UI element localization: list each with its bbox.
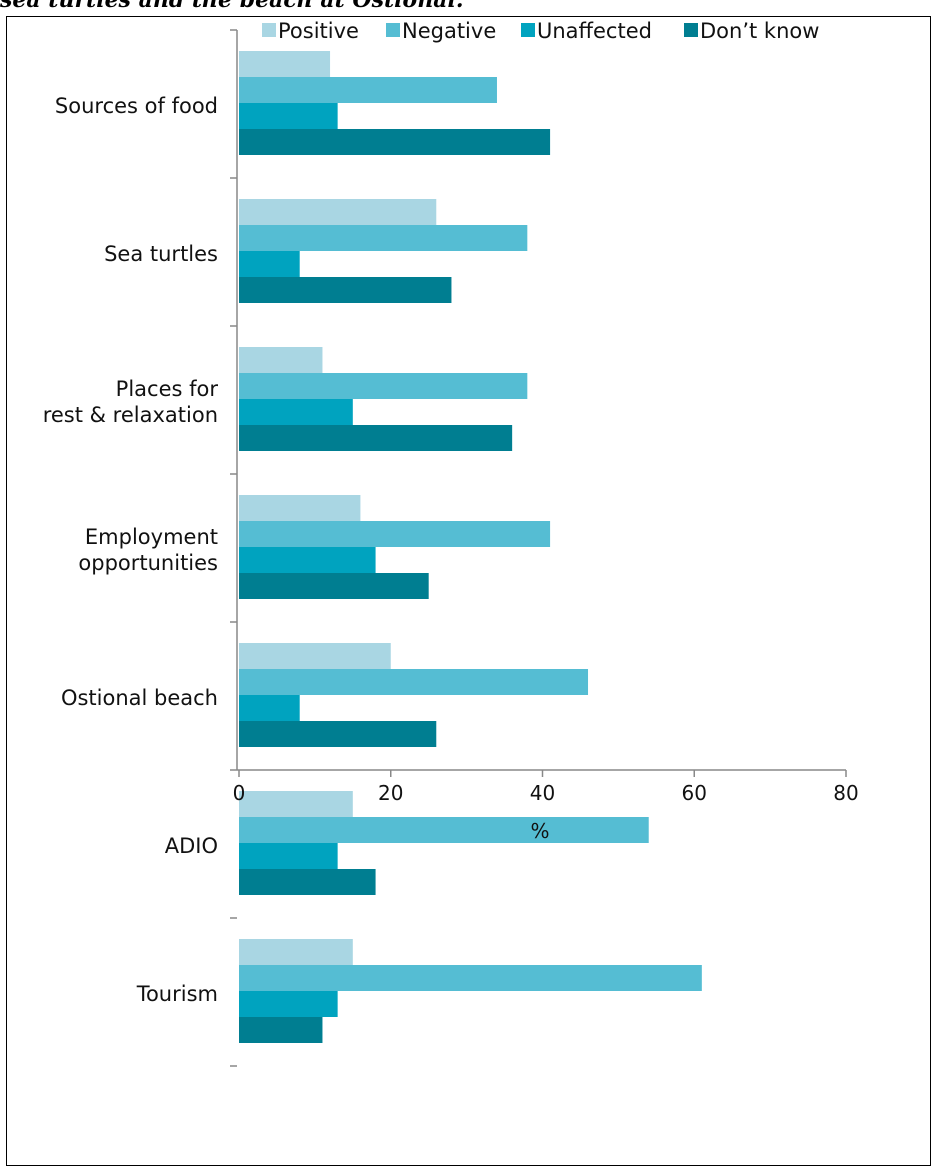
bar-don-t-know-0 (239, 129, 551, 155)
bar-negative-1 (239, 225, 528, 251)
bar-don-t-know-6 (239, 1017, 323, 1043)
bar-positive-4 (239, 643, 391, 669)
bar-unaffected-0 (239, 103, 338, 129)
category-label-line: Places for (116, 377, 219, 401)
bar-negative-3 (239, 521, 551, 547)
x-tick-label: 60 (682, 781, 707, 805)
legend-label: Negative (402, 19, 496, 43)
legend: Positive Negative Unaffected Don’t know (262, 19, 819, 43)
category-label-line: rest & relaxation (43, 403, 218, 427)
bar-positive-1 (239, 199, 437, 225)
x-tick-label: 80 (833, 781, 858, 805)
category-label-line: ADIO (165, 834, 218, 858)
category-label: Employment opportunities (78, 525, 218, 575)
bar-don-t-know-5 (239, 869, 376, 895)
bars (239, 51, 702, 1043)
category-label: Sea turtles (104, 242, 218, 266)
legend-swatch (386, 23, 400, 37)
category-label: ADIO (165, 834, 218, 858)
x-axis-title: % (530, 819, 549, 843)
category-label: Sources of food (55, 94, 218, 118)
legend-swatch (521, 23, 535, 37)
bar-positive-5 (239, 791, 353, 817)
legend-swatch (684, 23, 698, 37)
bar-positive-0 (239, 51, 331, 77)
chart-frame (6, 16, 931, 1166)
category-label-line: Sea turtles (104, 242, 218, 266)
bar-unaffected-5 (239, 843, 338, 869)
category-label-line: opportunities (78, 551, 218, 575)
bar-don-t-know-2 (239, 425, 513, 451)
category-label-line: Ostional beach (61, 686, 218, 710)
legend-swatch (262, 23, 276, 37)
bar-positive-3 (239, 495, 361, 521)
bar-negative-2 (239, 373, 528, 399)
category-label: Places for rest & relaxation (43, 377, 219, 427)
bar-negative-5 (239, 817, 649, 843)
x-tick-label: 0 (233, 781, 246, 805)
category-label-line: Sources of food (55, 94, 218, 118)
legend-label: Unaffected (537, 19, 652, 43)
bar-positive-6 (239, 939, 353, 965)
category-label-line: Tourism (136, 982, 218, 1006)
bar-negative-6 (239, 965, 702, 991)
x-tick-label: 40 (530, 781, 555, 805)
bar-unaffected-3 (239, 547, 376, 573)
category-label: Tourism (136, 982, 218, 1006)
bar-positive-2 (239, 347, 323, 373)
axes: 0 20 40 60 80% (230, 29, 859, 1067)
bar-don-t-know-4 (239, 721, 437, 747)
bar-don-t-know-3 (239, 573, 429, 599)
category-labels: Sources of food Sea turtles Places for rest… (43, 94, 219, 1006)
category-label-line: Employment (85, 525, 218, 549)
bar-negative-0 (239, 77, 497, 103)
category-label: Ostional beach (61, 686, 218, 710)
x-tick-label: 20 (378, 781, 403, 805)
bar-unaffected-2 (239, 399, 353, 425)
bar-don-t-know-1 (239, 277, 452, 303)
legend-label: Don’t know (700, 19, 819, 43)
figure-caption: sea turtles and the beach at Ostional. (0, 0, 464, 13)
bar-unaffected-4 (239, 695, 300, 721)
legend-label: Positive (278, 19, 359, 43)
bar-unaffected-6 (239, 991, 338, 1017)
bar-negative-4 (239, 669, 589, 695)
bar-unaffected-1 (239, 251, 300, 277)
